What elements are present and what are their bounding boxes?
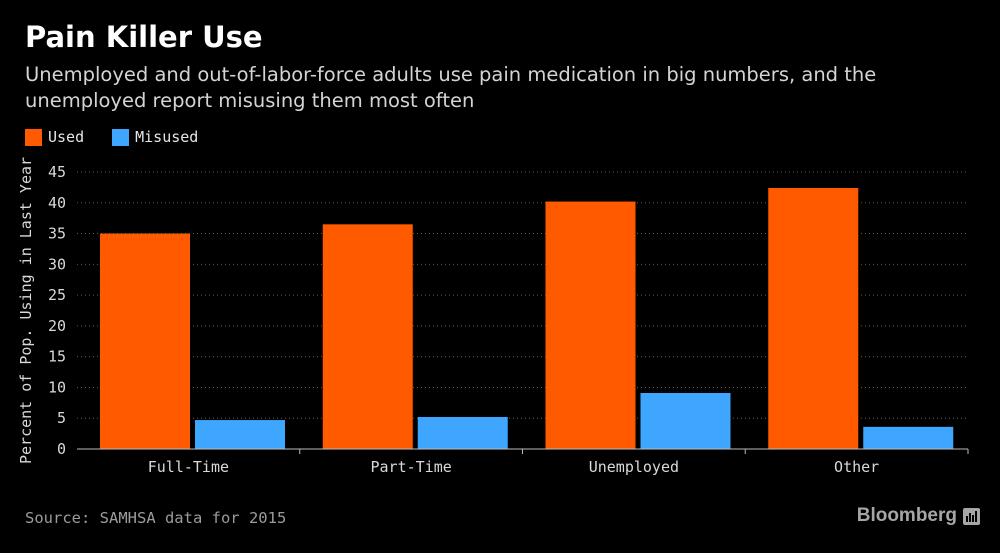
y-tick-label: 20 (48, 317, 66, 335)
bar-used (545, 201, 636, 449)
bar-misused (195, 420, 285, 449)
bar-misused (863, 426, 954, 449)
legend-label-used: Used (48, 128, 85, 146)
legend: Used Misused (25, 128, 226, 146)
y-tick-label: 5 (57, 409, 66, 427)
bar-misused (417, 416, 508, 449)
brand-name: Bloomberg (856, 505, 957, 526)
y-tick-label: 0 (57, 440, 66, 458)
legend-swatch-misused (112, 128, 130, 146)
y-tick-label: 15 (48, 348, 66, 366)
x-tick-label: Part-Time (370, 458, 451, 476)
y-axis-label: Percent of Pop. Using in Last Year (17, 157, 35, 464)
y-tick-label: 25 (48, 286, 66, 304)
y-tick-label: 35 (48, 225, 66, 243)
legend-item-used: Used (25, 128, 84, 146)
bar-used (768, 188, 859, 449)
bar-misused (640, 392, 731, 449)
x-tick-label: Other (834, 458, 879, 476)
y-tick-label: 40 (48, 194, 66, 212)
x-tick-label: Unemployed (589, 458, 679, 476)
chart-title: Pain Killer Use (25, 20, 263, 54)
legend-swatch-used (25, 128, 42, 146)
y-tick-label: 30 (48, 255, 66, 273)
bloomberg-terminal-icon (963, 507, 980, 525)
bar-used (100, 233, 190, 449)
legend-item-misused: Misused (112, 128, 198, 146)
legend-label-misused: Misused (135, 128, 199, 146)
brand-logo: Bloomberg (857, 505, 980, 527)
y-tick-label: 45 (48, 163, 66, 181)
chart-subtitle: Unemployed and out-of-labor-force adults… (25, 63, 877, 112)
source-note: Source: SAMHSA data for 2015 (25, 509, 287, 527)
y-tick-label: 10 (48, 378, 66, 396)
bar-used (322, 224, 413, 449)
x-tick-label: Full-Time (148, 458, 229, 476)
